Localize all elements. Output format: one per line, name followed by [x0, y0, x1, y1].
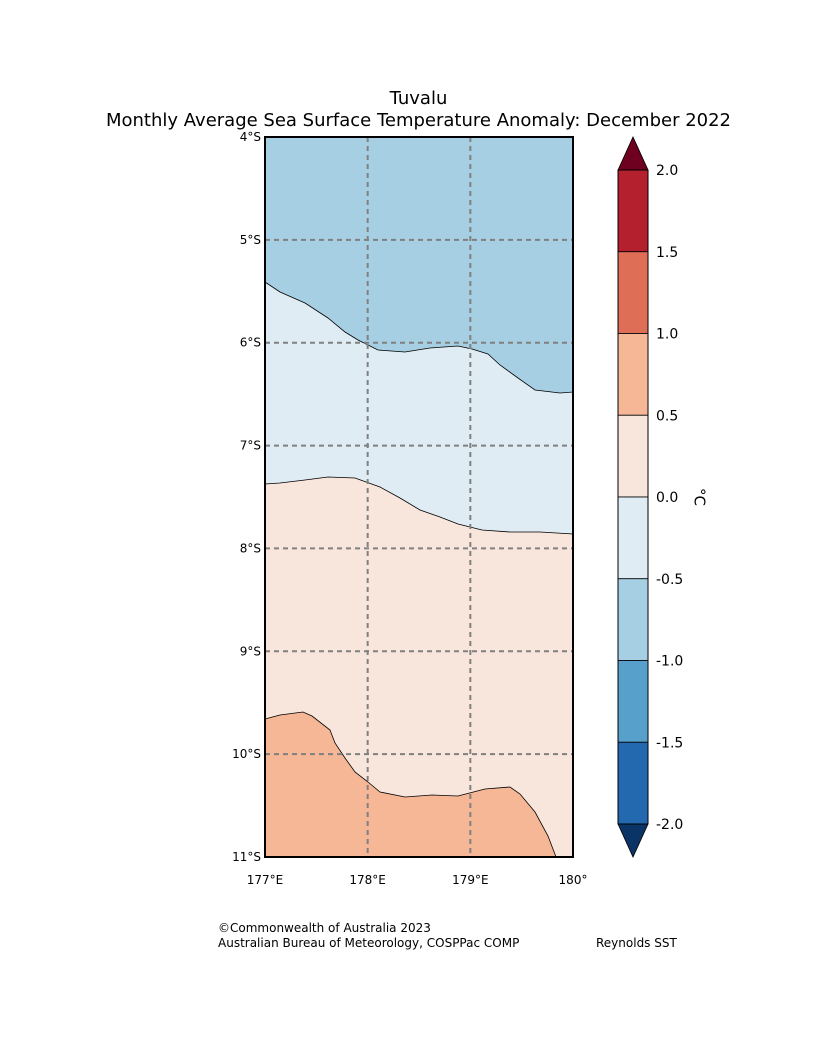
map-panel: 4°S 5°S 6°S 7°S 8°S 9°S 10°S 11°S 177°E 178°E 179…	[232, 130, 587, 887]
latitude-tick-label: 6°S	[240, 336, 261, 350]
colorbar-tick-label: 0.0	[656, 490, 678, 506]
copyright-text: ©Commonwealth of Australia 2023	[218, 921, 431, 935]
colorbar-unit-label: °C	[691, 488, 709, 506]
colorbar-bin	[617, 251, 649, 334]
colorbar-tick-label: -0.5	[656, 572, 683, 588]
latitude-tick-label: 7°S	[240, 439, 261, 453]
latitude-tick-label: 5°S	[240, 233, 261, 247]
colorbar-bin	[617, 496, 649, 580]
colorbar-frame	[617, 169, 649, 825]
colorbar-tick-label: -2.0	[656, 817, 683, 833]
longitude-tick-label: 177°E	[247, 873, 284, 887]
colorbar-bin	[617, 660, 649, 743]
colorbar-tick-label: 0.5	[656, 408, 678, 424]
longitude-tick-label: 179°E	[452, 873, 489, 887]
map-title: Tuvalu	[389, 88, 448, 109]
colorbar-min-extend	[617, 823, 649, 858]
colorbar-tick-label: -1.5	[656, 735, 683, 751]
longitude-labels: 177°E 178°E 179°E 180°	[247, 873, 588, 887]
colorbar-tick-label: -1.0	[656, 654, 683, 670]
colorbar-tick-label: 1.0	[656, 327, 678, 343]
colorbar-bin	[617, 741, 649, 825]
colorbar: 2.0 1.5 1.0 0.5 0.0 -0.5 -1.0 -1.5 -2.0 °C	[617, 136, 709, 858]
colorbar-bin	[617, 169, 649, 253]
agency-text: Australian Bureau of Meteorology, COSPPa…	[218, 936, 520, 950]
latitude-tick-label: 4°S	[240, 130, 261, 144]
colorbar-tick-label: 1.5	[656, 245, 678, 261]
data-source-text: Reynolds SST	[596, 936, 677, 950]
longitude-tick-label: 178°E	[349, 873, 386, 887]
latitude-tick-label: 9°S	[240, 644, 261, 658]
colorbar-bin	[617, 333, 649, 416]
map-subtitle: Monthly Average Sea Surface Temperature …	[105, 110, 732, 131]
latitude-labels: 4°S 5°S 6°S 7°S 8°S 9°S 10°S 11°S	[232, 130, 261, 864]
colorbar-bin	[617, 578, 649, 661]
region-anomaly-0.5	[264, 711, 557, 858]
longitude-tick-label: 180°	[559, 873, 588, 887]
colorbar-tick-label: 2.0	[656, 163, 678, 179]
latitude-tick-label: 10°S	[232, 747, 261, 761]
latitude-tick-label: 11°S	[232, 850, 261, 864]
gridlines	[265, 137, 573, 857]
latitude-tick-label: 8°S	[240, 541, 261, 555]
map-frame	[264, 136, 574, 858]
colorbar-bin	[617, 414, 649, 498]
colorbar-max-extend	[617, 136, 649, 171]
